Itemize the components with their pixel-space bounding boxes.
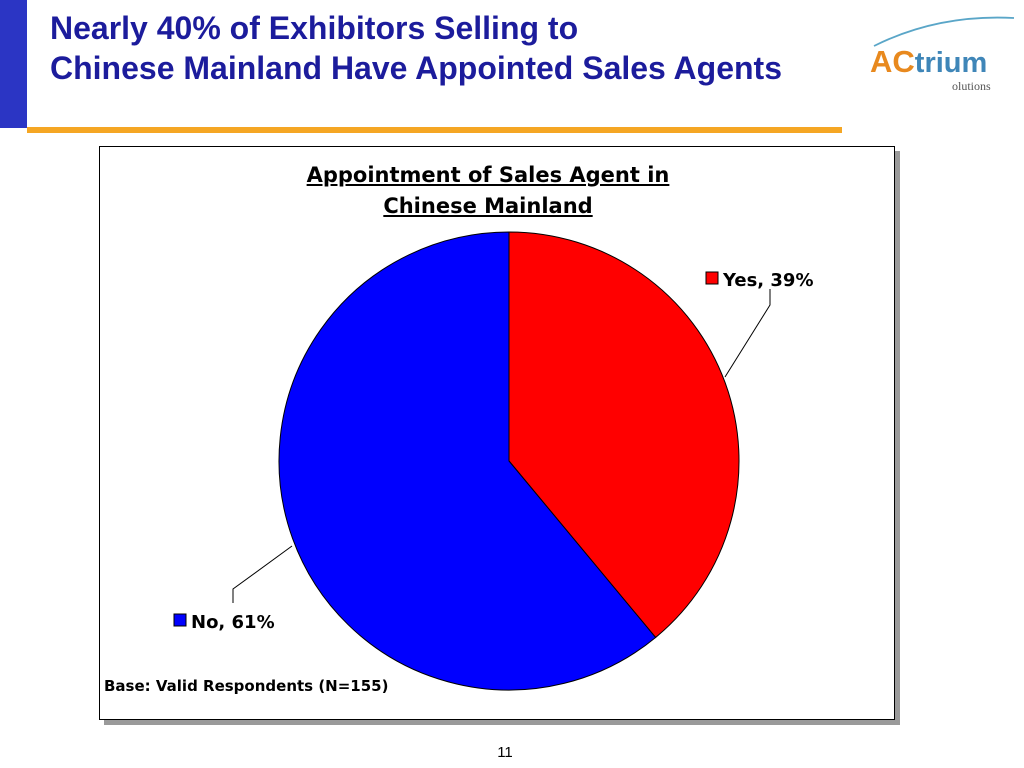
leader-line-no (232, 545, 293, 603)
slice-label-yes: Yes, 39% (722, 270, 814, 291)
slide-title: Nearly 40% of Exhibitors Selling to Chin… (50, 8, 782, 88)
legend-swatch-yes (705, 271, 719, 285)
page-number: 11 (497, 744, 513, 761)
slice-label-no: No, 61% (191, 612, 275, 633)
chart-title: Appointment of Sales Agent in Chinese Ma… (0, 160, 976, 222)
chart-title-line-2: Chinese Mainland (383, 194, 593, 218)
legend-swatch-no (173, 613, 187, 627)
leader-line-yes (724, 289, 771, 378)
accent-bar (0, 0, 27, 128)
title-underline-rule (27, 127, 842, 133)
slide-title-line-1: Nearly 40% of Exhibitors Selling to (50, 10, 579, 46)
pie-slice-yes (508, 231, 740, 639)
logo-tagline: olutions (952, 79, 991, 93)
chart-title-line-1: Appointment of Sales Agent in (306, 163, 670, 187)
slide-title-line-2: Chinese Mainland Have Appointed Sales Ag… (50, 50, 782, 86)
actrium-logo: ACtrium olutions (870, 16, 1015, 93)
pie-slice-no (278, 231, 657, 691)
logo-text: ACtrium (870, 44, 987, 79)
base-note: Base: Valid Respondents (N=155) (104, 677, 389, 695)
